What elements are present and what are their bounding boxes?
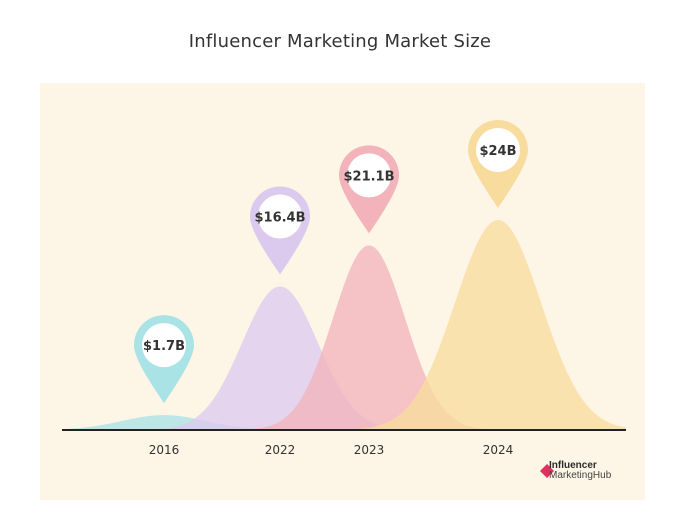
chart-panel: 2016 2022 2023 2024 $1.7B $16.4B $21.1B $24B <box>40 83 645 500</box>
area-2024 <box>62 220 626 430</box>
data-label-2023: $21.1B <box>343 169 394 184</box>
data-label-2016: $1.7B <box>143 339 185 354</box>
pin-inner-circle <box>258 194 302 239</box>
pin-marker-2022: $16.4B <box>249 186 311 275</box>
logo-mark-icon <box>540 464 554 478</box>
x-tick-label-2023: 2023 <box>354 443 385 457</box>
chart-title: Influencer Marketing Market Size <box>188 31 492 52</box>
pin-inner-circle <box>347 153 391 198</box>
pin-marker-2016: $1.7B <box>134 315 194 404</box>
x-tick-label-2016: 2016 <box>149 443 180 457</box>
area-2023 <box>62 245 626 430</box>
chart-svg: 2016 2022 2023 2024 $1.7B $16.4B $21.1B $24B <box>40 83 645 500</box>
pin-marker-2024: $24B <box>468 120 528 208</box>
x-tick-label-2022: 2022 <box>265 443 296 457</box>
pin-inner-circle <box>142 323 186 368</box>
pin-inner-circle <box>476 128 520 172</box>
logo-line-1: Influencer <box>549 460 597 471</box>
logo-line-2: MarketingHub <box>549 470 612 481</box>
data-label-2024: $24B <box>479 144 516 159</box>
pin-marker-2023: $21.1B <box>339 145 399 234</box>
x-tick-label-2024: 2024 <box>483 443 514 457</box>
influencer-marketing-hub-logo: Influencer MarketingHub <box>540 460 630 482</box>
data-label-2022: $16.4B <box>254 211 305 226</box>
